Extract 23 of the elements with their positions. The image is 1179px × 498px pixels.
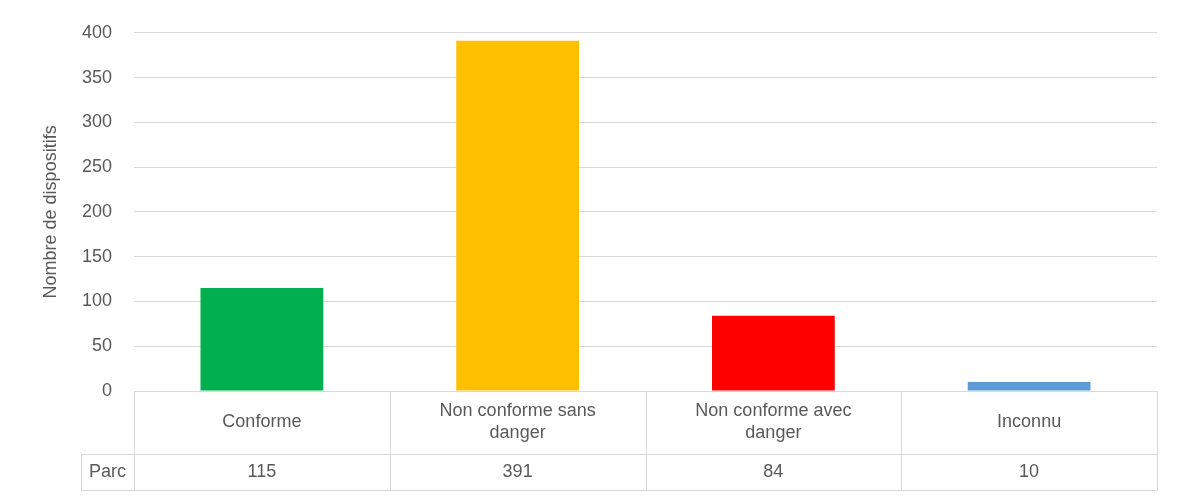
bar	[456, 40, 580, 391]
y-tick-label: 200	[81, 200, 112, 221]
y-axis-title: Nombre de dispositifs	[39, 125, 60, 299]
bar	[712, 315, 835, 391]
data-label: 115	[247, 460, 277, 481]
y-tick-label: 400	[81, 21, 112, 42]
x-tick-label: Non conforme sans danger	[439, 400, 596, 443]
y-tick-label: 250	[81, 156, 112, 177]
text: Parc	[88, 460, 126, 481]
data-label: 84	[763, 460, 784, 481]
bar	[200, 288, 324, 391]
data-label: 391	[502, 460, 533, 481]
y-tick-label: 0	[101, 379, 112, 400]
y-tick-label: 300	[81, 111, 112, 132]
y-tick-label: 150	[81, 245, 112, 266]
x-tick-label: Inconnu	[997, 411, 1062, 432]
bar	[967, 382, 1091, 391]
y-tick-label: 50	[91, 335, 112, 356]
data-label: 10	[1019, 460, 1040, 481]
y-tick-label: 100	[81, 290, 112, 311]
x-tick-label: Non conforme avec danger	[695, 400, 852, 443]
x-tick-label: Conforme	[222, 411, 302, 432]
y-tick-label: 350	[81, 66, 112, 87]
